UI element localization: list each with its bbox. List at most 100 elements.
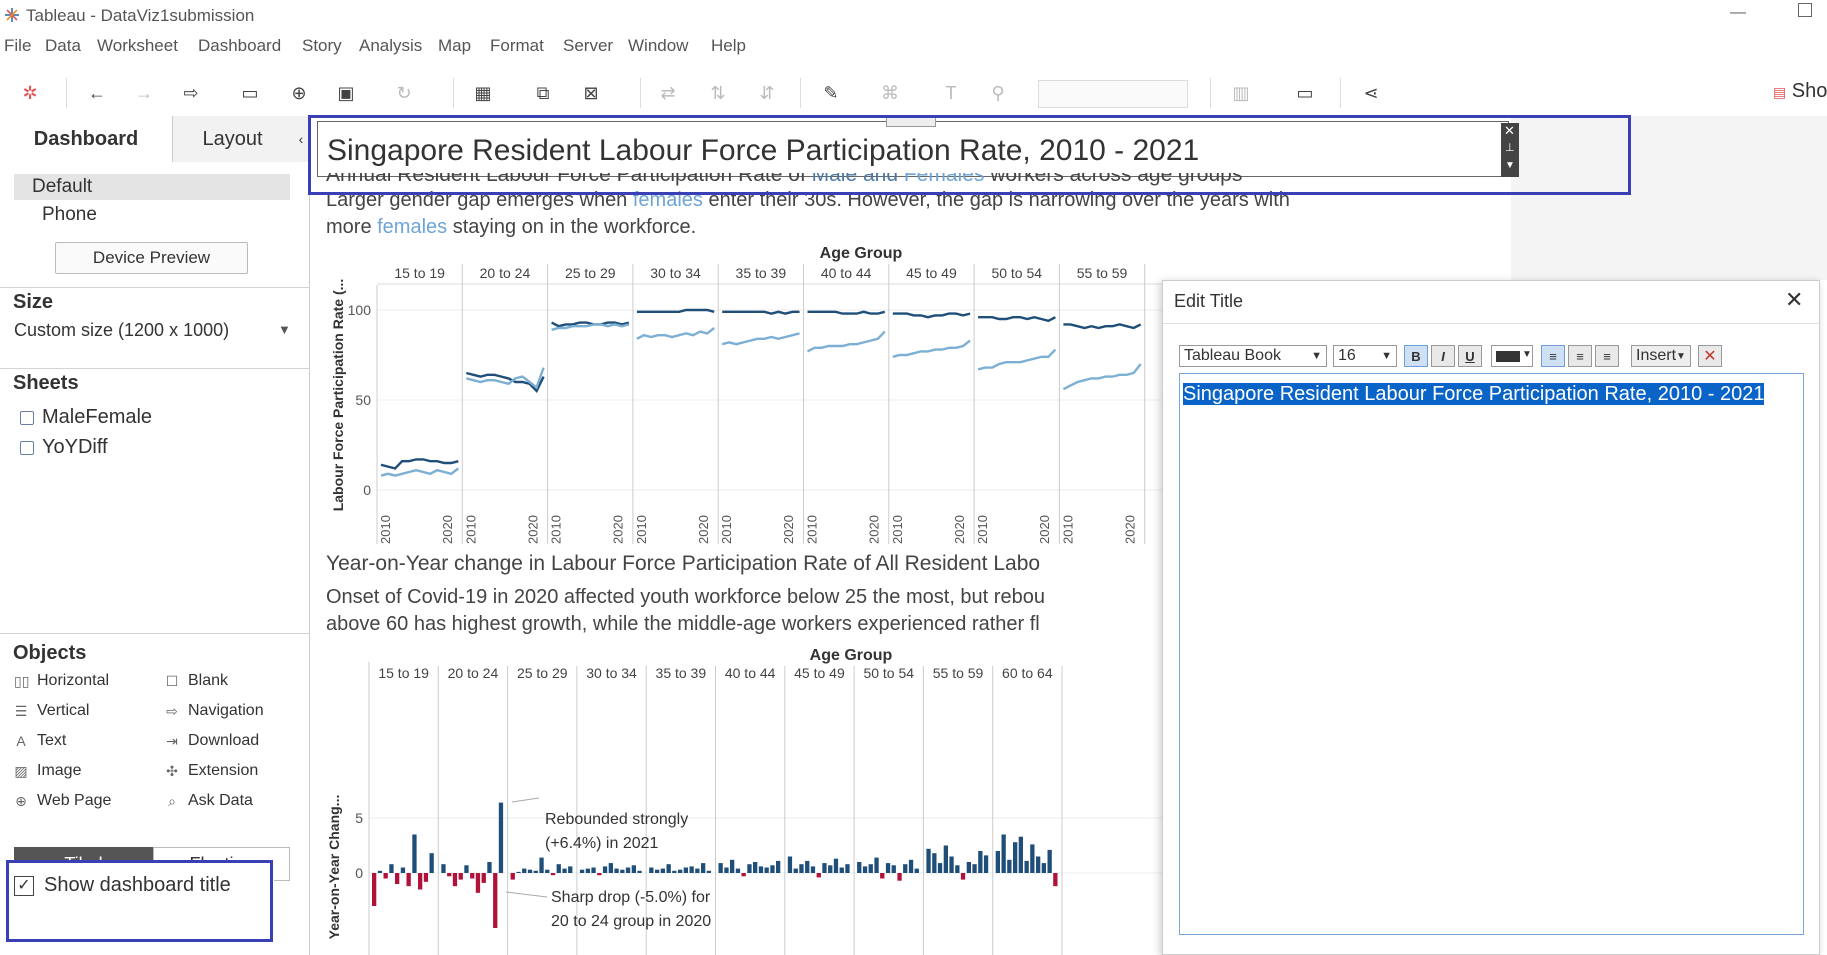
object-ask-data[interactable]: ⌕ Ask Data (165, 792, 253, 810)
object-label: Extension (188, 762, 259, 779)
yoy-bar (1036, 856, 1041, 873)
menu-window[interactable]: Window (628, 36, 689, 55)
insert-button[interactable]: Insert ▼ (1631, 345, 1691, 367)
object-blank[interactable]: ☐ Blank (165, 672, 228, 690)
color-picker[interactable]: ▼ (1491, 345, 1533, 367)
text-icon: A (16, 733, 26, 749)
tableau-home-icon[interactable]: ✲ (22, 82, 38, 103)
minimize-icon[interactable]: — (1730, 4, 1746, 21)
menu-help[interactable]: Help (711, 36, 746, 55)
tab-dashboard[interactable]: Dashboard (0, 116, 172, 162)
menu-file[interactable]: File (4, 36, 32, 55)
align-center-icon[interactable]: ≡ (1568, 345, 1592, 367)
presentation-icon[interactable]: ▭ (1296, 82, 1314, 103)
panel-header-label: 45 to 49 (794, 665, 845, 681)
menu-server[interactable]: Server (563, 36, 614, 55)
fit-dropdown[interactable] (1038, 80, 1188, 108)
dashboard-title-box[interactable]: Singapore Resident Labour Force Particip… (317, 121, 1509, 177)
chart1-desc2-post: staying on in the workforce. (447, 216, 697, 238)
object-image[interactable]: ▨ Image (14, 762, 81, 780)
object-text[interactable]: A Text (14, 732, 66, 750)
sheet-yoydiff[interactable]: YoYDiff (20, 436, 108, 459)
yoy-bar (666, 864, 671, 873)
yoy-bar (562, 868, 567, 873)
menu-map[interactable]: Map (438, 36, 472, 55)
remove-icon[interactable]: ✕ (1504, 123, 1515, 138)
clear-sheet-icon[interactable]: ⊠ (583, 82, 599, 103)
yoy-bar (579, 869, 585, 873)
share-icon[interactable]: ⋖ (1363, 82, 1379, 103)
yoy-bar (741, 873, 746, 877)
size-select[interactable]: 16 ▼ (1333, 345, 1397, 367)
new-worksheet-icon[interactable]: ▦ (474, 82, 492, 103)
menu-data[interactable]: Data (45, 36, 81, 55)
label-icon[interactable]: T (945, 82, 957, 103)
save-icon[interactable]: ▭ (241, 82, 259, 103)
italic-button[interactable]: I (1431, 345, 1455, 367)
refresh-icon[interactable]: ↻ (396, 82, 412, 103)
underline-button[interactable]: U (1458, 345, 1482, 367)
more-options-icon[interactable]: ▼ (1505, 160, 1515, 171)
pin-icon[interactable]: ⚲ (991, 82, 1005, 103)
yoy-bar (822, 863, 827, 873)
redo-icon[interactable]: → (135, 82, 153, 103)
object-horizontal[interactable]: ▯▯ Horizontal (14, 672, 109, 690)
yoy-bar (591, 867, 596, 873)
align-right-icon[interactable]: ≡ (1595, 345, 1619, 367)
sort-asc-icon[interactable]: ⇅ (710, 82, 726, 103)
size-dropdown-icon[interactable]: ▼ (278, 322, 291, 337)
show-me-button[interactable]: ▤ Sho (1773, 80, 1827, 103)
replay-icon[interactable]: ⇨ (183, 82, 199, 103)
object-extension[interactable]: ✣ Extension (165, 762, 258, 780)
size-select[interactable]: Custom size (1200 x 1000) (14, 320, 230, 340)
clear-format-icon[interactable]: ✕ (1698, 345, 1722, 367)
collapse-panel-icon[interactable]: ‹ (292, 116, 310, 162)
new-datasource-icon[interactable]: ⊕ (291, 82, 307, 103)
yoy-bar (475, 873, 481, 893)
chevron-down-icon: ▼ (1522, 349, 1532, 360)
close-icon[interactable]: ✕ (1785, 287, 1804, 312)
annotation-leader (511, 797, 540, 803)
duplicate-icon[interactable]: ⧉ (536, 82, 550, 103)
yoy-bar (620, 869, 625, 873)
highlight-icon[interactable]: ✎ (823, 82, 839, 103)
object-label: Navigation (188, 702, 264, 719)
show-title-row[interactable]: ✓ Show dashboard title (8, 861, 274, 914)
pin-icon[interactable]: ⊥ (1505, 142, 1515, 154)
menu-story[interactable]: Story (302, 36, 342, 55)
yoy-bar (891, 865, 896, 873)
sheet-malefemale[interactable]: MaleFemale (20, 406, 152, 429)
panel-header-label: 40 to 44 (821, 265, 872, 281)
female-series-line-6 (806, 330, 886, 353)
object-vertical[interactable]: ☰ Vertical (14, 702, 90, 720)
align-left-icon[interactable]: ≡ (1541, 345, 1565, 367)
yoy-bar (423, 873, 429, 882)
menu-analysis[interactable]: Analysis (359, 36, 423, 55)
swap-icon[interactable]: ⇄ (660, 82, 676, 103)
pause-updates-icon[interactable]: ▣ (337, 82, 355, 103)
sort-desc-icon[interactable]: ⇵ (759, 82, 775, 103)
title-text-editor[interactable]: Singapore Resident Labour Force Particip… (1179, 373, 1804, 935)
device-phone[interactable]: Phone (42, 204, 97, 225)
tab-layout[interactable]: Layout (172, 116, 292, 162)
undo-icon[interactable]: ← (88, 82, 106, 103)
male-series-line-6 (807, 310, 886, 315)
object-download[interactable]: ⇥ Download (165, 732, 259, 750)
menu-worksheet[interactable]: Worksheet (97, 36, 178, 55)
show-me-chart-icon[interactable]: ▥ (1232, 82, 1250, 103)
yoy-bar (452, 873, 458, 887)
bold-button[interactable]: B (1404, 345, 1428, 367)
yoy-bar (758, 866, 764, 873)
window-title: Tableau - DataViz1submission (26, 6, 255, 25)
object-web-page[interactable]: ⊕ Web Page (14, 792, 111, 810)
menu-dashboard[interactable]: Dashboard (198, 36, 282, 55)
font-select[interactable]: Tableau Book ▼ (1179, 345, 1327, 367)
restore-icon[interactable] (1798, 3, 1812, 17)
group-icon[interactable]: ⌘ (881, 82, 899, 103)
show-title-checkbox[interactable]: ✓ (14, 876, 34, 896)
object-navigation[interactable]: ⇨ Navigation (165, 702, 264, 720)
device-default[interactable]: Default (14, 174, 290, 200)
menu-format[interactable]: Format (490, 36, 544, 55)
chart1-desc2-pre: more (326, 216, 378, 238)
device-preview-button[interactable]: Device Preview (55, 242, 248, 274)
